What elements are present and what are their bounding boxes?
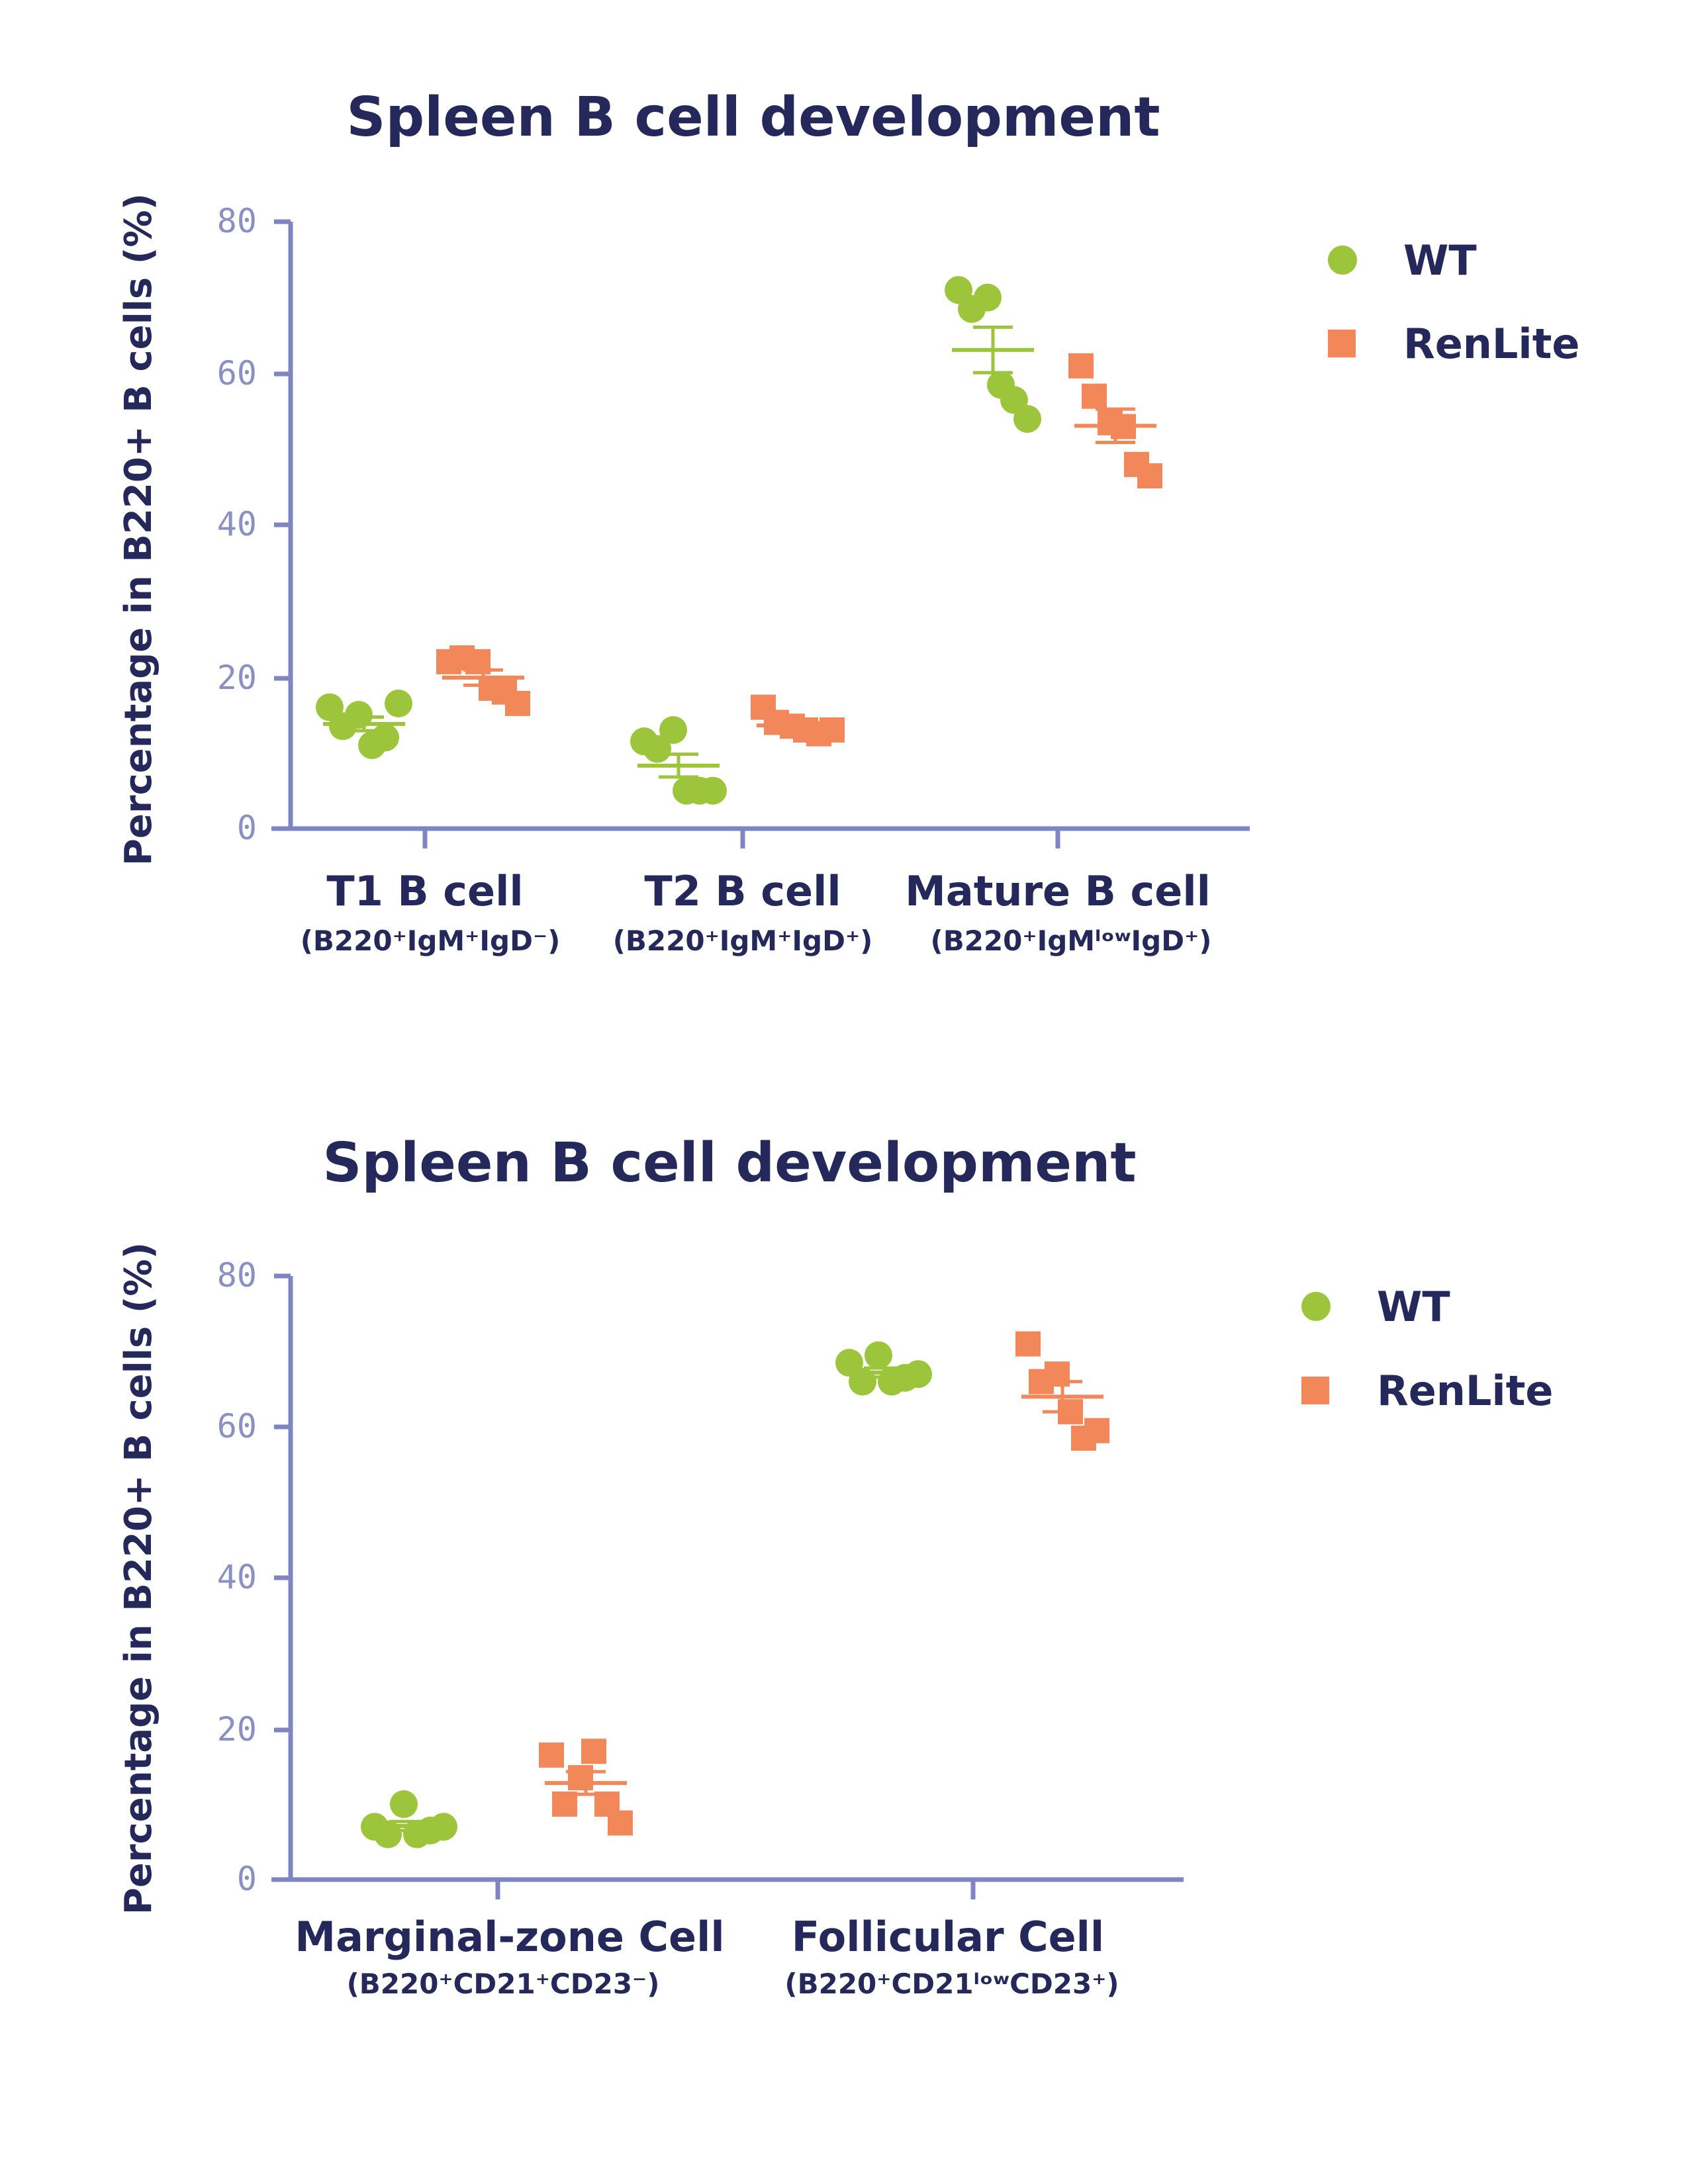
chart-2-marginal-renlite-point-5 <box>608 1810 633 1836</box>
chart-1-title: Spleen B cell development <box>346 86 1160 149</box>
chart-1-y-tick-label-0: 0 <box>237 809 257 847</box>
chart-1-y-tick-label-20: 20 <box>217 659 257 697</box>
chart-1-t2-renlite-point-5 <box>820 717 845 743</box>
chart-2-marginal-wt-point-5 <box>430 1813 457 1841</box>
chart-2-legend-renlite-marker <box>1301 1377 1329 1404</box>
chart-1-category-sub-mature: (B220⁺IgMˡᵒʷIgD⁺) <box>931 925 1212 957</box>
chart-1-category-sub-t1: (B220⁺IgM⁺IgD⁻) <box>301 925 561 957</box>
chart-2-legend-renlite-label: RenLite <box>1377 1367 1553 1415</box>
chart-2-follicular-wt-point-1 <box>849 1367 876 1396</box>
chart-1-y-tick-label-40: 40 <box>217 505 257 543</box>
chart-1-y-tick-label-60: 60 <box>217 354 257 392</box>
chart-1-category-label-mature: Mature B cell <box>905 867 1211 915</box>
chart-1-t2-wt-point-2 <box>659 715 687 744</box>
chart-1-mature-renlite-point-1 <box>1082 383 1107 409</box>
chart-1-marks <box>316 276 1162 805</box>
chart-2-follicular-renlite-point-3 <box>1058 1399 1083 1425</box>
chart-2-follicular-renlite-point-0 <box>1015 1331 1041 1357</box>
chart-2-y-tick-label-0: 0 <box>237 1860 257 1898</box>
chart-2-marginal-wt-point-2 <box>390 1790 418 1818</box>
chart-2-marginal-renlite-point-0 <box>539 1742 564 1768</box>
chart-1-mature-renlite-point-3 <box>1111 414 1136 439</box>
chart-2-follicular-wt-point-5 <box>904 1360 932 1388</box>
chart-1-mature-renlite-point-5 <box>1137 463 1162 488</box>
chart-2-y-axis: 0 20 40 60 80 <box>217 1256 293 1898</box>
chart-2-marginal-renlite-point-1 <box>552 1792 577 1817</box>
chart-1-x-axis: T1 B cell (B220⁺IgM⁺IgD⁻) T2 B cell (B22… <box>271 826 1250 957</box>
chart-1-legend-wt-marker <box>1328 246 1357 275</box>
chart-1-legend: WT RenLite <box>1328 236 1579 368</box>
chart-2-title: Spleen B cell development <box>322 1132 1136 1195</box>
chart-2-category-sub-follicular: (B220⁺CD21ˡᵒʷCD23⁺) <box>784 1968 1119 2000</box>
chart-1-legend-wt-label: WT <box>1403 236 1477 285</box>
chart-2-y-tick-label-20: 20 <box>217 1710 257 1749</box>
chart-1-t2-wt-point-5 <box>699 776 727 805</box>
chart-1-t1-renlite-point-2 <box>465 649 491 674</box>
chart-1-mature-wt-point-2 <box>974 283 1002 312</box>
chart-2-follicular-renlite-point-2 <box>1045 1361 1070 1387</box>
chart-1-t1-renlite-point-5 <box>505 690 530 716</box>
chart-2-marginal-renlite-point-2 <box>568 1765 593 1791</box>
chart-2-y-tick-label-60: 60 <box>217 1407 257 1445</box>
chart-1-t1-wt-point-2 <box>345 701 373 729</box>
chart-2-y-axis-label: Percentage in B220+ B cells (%) <box>117 1242 160 1915</box>
chart-2-follicular-wt-point-2 <box>865 1341 892 1369</box>
chart-1-t2-wt-point-1 <box>643 735 671 763</box>
chart-1-category-label-t2: T2 B cell <box>644 867 841 915</box>
chart-1-t1-wt-point-5 <box>385 689 412 717</box>
chart-2-y-tick-label-40: 40 <box>217 1558 257 1596</box>
chart-2-follicular-renlite-point-5 <box>1084 1418 1109 1443</box>
chart-2-legend: WT RenLite <box>1301 1283 1553 1415</box>
chart-2-legend-wt-label: WT <box>1377 1283 1450 1331</box>
chart-1-y-axis: 0 20 40 60 80 <box>217 202 293 847</box>
chart-2: Spleen B cell development Percentage in … <box>117 1132 1553 2000</box>
chart-1-category-sub-t2: (B220⁺IgM⁺IgD⁺) <box>613 925 873 957</box>
chart-1-category-label-t1: T1 B cell <box>326 867 523 915</box>
chart-2-y-tick-label-80: 80 <box>217 1256 257 1295</box>
chart-2-marks <box>361 1331 1109 1848</box>
chart-2-category-label-follicular: Follicular Cell <box>792 1913 1104 1961</box>
chart-2-marginal-renlite-point-3 <box>581 1739 606 1764</box>
chart-2-category-label-marginal: Marginal-zone Cell <box>295 1913 724 1961</box>
chart-1-y-tick-label-80: 80 <box>217 202 257 240</box>
chart-1-y-axis-label: Percentage in B220+ B cells (%) <box>117 193 160 866</box>
chart-1-mature-renlite-point-0 <box>1068 353 1094 379</box>
chart-2-category-sub-marginal: (B220⁺CD21⁺CD23⁻) <box>347 1968 660 2000</box>
chart-2-legend-wt-marker <box>1301 1292 1331 1321</box>
chart-1-legend-renlite-marker <box>1328 330 1356 357</box>
chart-2-x-axis: Marginal-zone Cell (B220⁺CD21⁺CD23⁻) Fol… <box>271 1877 1184 2000</box>
chart-1: Spleen B cell development Percentage in … <box>117 86 1579 957</box>
chart-1-t1-wt-point-4 <box>371 723 399 752</box>
chart-1-mature-wt-point-5 <box>1013 405 1041 433</box>
chart-1-legend-renlite-label: RenLite <box>1403 320 1579 368</box>
chart-2-marginal-wt-point-1 <box>374 1820 402 1848</box>
